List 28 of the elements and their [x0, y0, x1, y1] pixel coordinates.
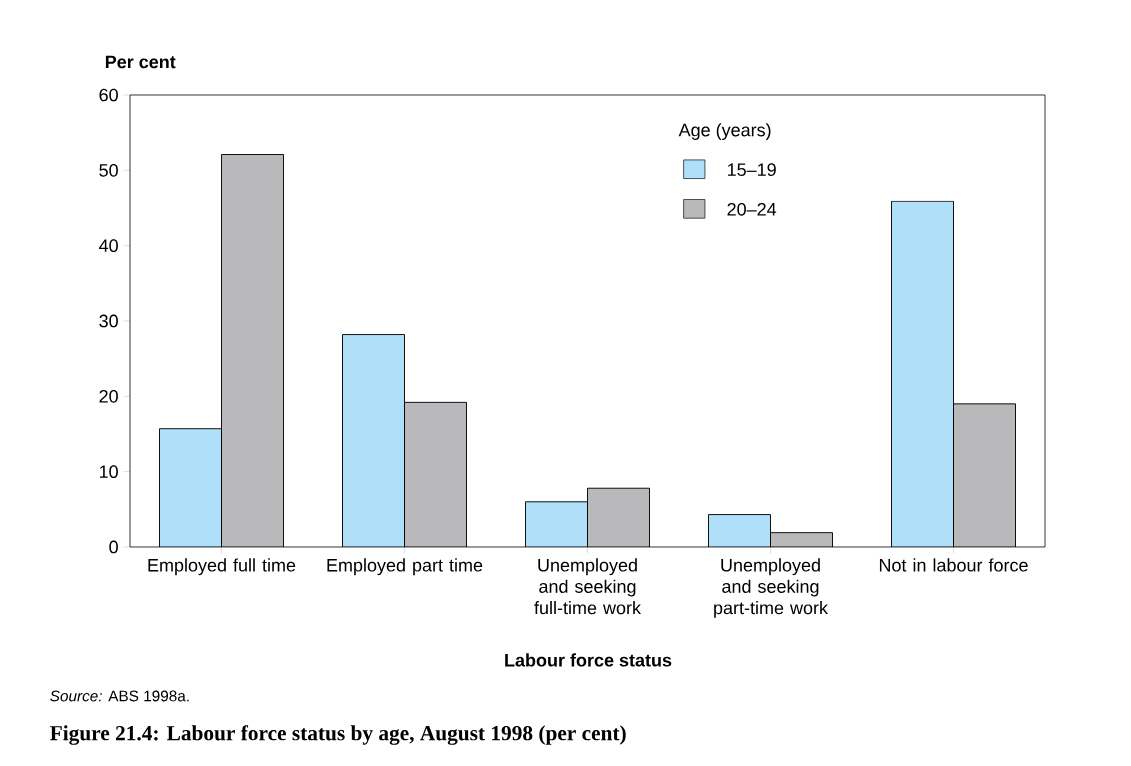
text: Figure 21.4: Labour force status by age, August 1998 (per cent) [50, 725, 626, 745]
y-axis-title: Per cent [105, 55, 176, 69]
bar [708, 514, 771, 547]
legend-label: 15–19 [727, 163, 776, 177]
x-tick-label: Not in labour force [879, 558, 1028, 572]
bar [404, 401, 467, 547]
x-tick-label: Employed part time [327, 558, 483, 576]
bar [587, 487, 650, 547]
y-tick-label: 20 [99, 389, 118, 403]
bar [221, 154, 284, 547]
bar [159, 428, 222, 547]
text: Source: ABS 1998a. [50, 690, 189, 702]
x-axis-title: Labour force status [505, 653, 672, 667]
y-tick-label: 0 [109, 540, 118, 554]
legend-label: 20–24 [727, 202, 777, 216]
y-tick-label: 60 [99, 88, 118, 102]
x-tick-label: Unemployed and seeking full-time work [534, 558, 642, 615]
y-tick-label: 40 [99, 239, 118, 253]
bar [342, 334, 405, 547]
bar [525, 501, 588, 547]
bar [891, 200, 954, 547]
x-tick-label: Employed full time [148, 558, 296, 576]
bar [953, 403, 1016, 547]
x-tick-label: Unemployed and seeking part-time work [714, 558, 829, 618]
legend-title: Age (years) [678, 123, 771, 140]
y-tick-label: 50 [99, 163, 118, 177]
y-tick-label: 30 [99, 314, 118, 328]
y-tick-label: 10 [99, 465, 118, 479]
